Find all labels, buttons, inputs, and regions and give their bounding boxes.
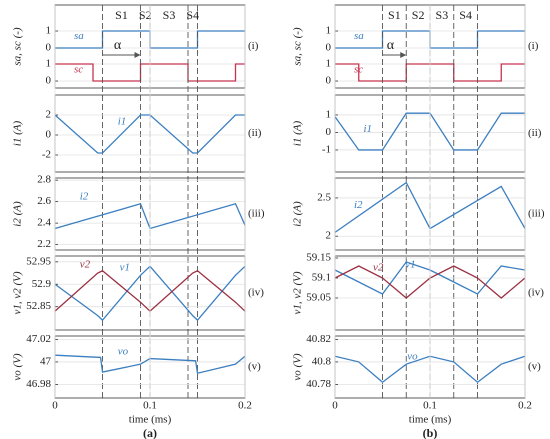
y-tick-label: 1: [326, 58, 332, 70]
x-tick-label: 0.1: [423, 400, 437, 412]
alpha-label: α: [387, 38, 395, 53]
switch-label: S3: [163, 8, 176, 22]
switch-label: S1: [115, 8, 128, 22]
y-axis-label: v1, v2 (V): [292, 271, 304, 314]
y-tick-label: 2: [326, 230, 332, 242]
x-tick-label: 0.1: [143, 400, 157, 412]
y-tick-label: 0: [326, 75, 332, 87]
series-label: i1: [118, 115, 127, 127]
switch-label: S3: [436, 8, 449, 22]
series-label: sc: [354, 63, 363, 75]
y-tick-label: 40.8: [312, 355, 332, 367]
y-tick-label: 2.5: [317, 191, 331, 203]
panel-label: (iii): [528, 208, 545, 220]
x-tick-label: 0: [332, 400, 338, 412]
y-tick-label: 0: [46, 42, 52, 54]
panel-label: (iii): [248, 208, 265, 220]
series-label: vo: [407, 351, 418, 363]
panel-label: (i): [248, 40, 259, 52]
switch-label: S2: [139, 8, 152, 22]
y-tick-label: 2.2: [37, 238, 51, 250]
alpha-arrowhead: [400, 52, 407, 58]
series-label: v1: [120, 261, 130, 273]
x-axis-label: time (ms): [409, 414, 452, 426]
caption: (a): [143, 426, 157, 439]
y-tick-label: 1: [326, 25, 332, 37]
y-tick-label: -1: [322, 143, 331, 155]
panel-label: (iv): [528, 287, 544, 299]
x-tick-label: 0.2: [518, 400, 532, 412]
y-tick-label: 40.82: [306, 333, 331, 345]
y-tick-label: 47.02: [26, 333, 51, 345]
y-tick-label: 0: [46, 129, 52, 141]
y-axis-label: i2 (A): [12, 201, 24, 227]
x-tick-label: 0.2: [238, 400, 252, 412]
y-axis-label: sa, sc (-): [12, 27, 24, 66]
y-axis-label: sa, sc (-): [292, 27, 304, 66]
panel-label: (v): [248, 361, 261, 373]
panel-label: (v): [528, 361, 541, 373]
series-label: sa: [354, 30, 364, 42]
series-label: vo: [118, 346, 129, 358]
alpha-label: α: [114, 38, 122, 53]
y-tick-label: 2: [46, 109, 52, 121]
y-tick-label: 1: [46, 25, 52, 37]
switch-label: S2: [412, 8, 425, 22]
y-tick-label: 0: [326, 42, 332, 54]
series-label: i2: [354, 199, 363, 211]
switch-label: S4: [186, 8, 199, 22]
y-tick-label: 40.78: [306, 378, 331, 390]
y-tick-label: 52.9: [32, 278, 52, 290]
y-tick-label: 1: [326, 108, 332, 120]
y-tick-label: 2.6: [37, 195, 51, 207]
series-label: sc: [74, 63, 83, 75]
y-tick-label: 47: [40, 355, 52, 367]
y-tick-label: 1: [46, 58, 52, 70]
series-label: i2: [80, 190, 89, 202]
switch-label: S1: [388, 8, 401, 22]
y-tick-label: 2.8: [37, 174, 51, 186]
panel-label: (ii): [528, 127, 542, 139]
y-tick-label: -2: [42, 149, 51, 161]
y-tick-label: 59.1: [312, 272, 331, 284]
y-tick-label: 0: [46, 75, 52, 87]
y-axis-label: vo (V): [12, 353, 24, 381]
caption: (b): [423, 426, 438, 439]
y-tick-label: 52.95: [26, 255, 51, 267]
series-label: v1: [405, 258, 415, 270]
panel-label: (i): [528, 40, 539, 52]
y-axis-label: v1, v2 (V): [12, 271, 24, 314]
series-label: sa: [74, 30, 84, 42]
switch-label: S4: [459, 8, 472, 22]
series-label: v2: [80, 258, 91, 270]
panel-label: (ii): [248, 127, 262, 139]
y-tick-label: 46.98: [26, 378, 51, 390]
alpha-arrowhead: [134, 52, 141, 58]
y-tick-label: 52.85: [26, 300, 51, 312]
y-axis-label: vo (V): [292, 353, 304, 381]
series-label: v2: [373, 261, 384, 273]
x-axis-label: time (ms): [129, 414, 172, 426]
y-tick-label: 59.15: [306, 252, 331, 264]
panel-label: (iv): [248, 287, 264, 299]
x-tick-label: 0: [52, 400, 58, 412]
y-tick-label: 59.05: [306, 292, 331, 304]
y-axis-label: i1 (A): [292, 120, 304, 146]
series-label: i1: [364, 123, 373, 135]
y-tick-label: 2.4: [37, 217, 51, 229]
y-tick-label: 0: [326, 126, 332, 138]
y-axis-label: i2 (A): [292, 201, 304, 227]
y-axis-label: i1 (A): [12, 120, 24, 146]
